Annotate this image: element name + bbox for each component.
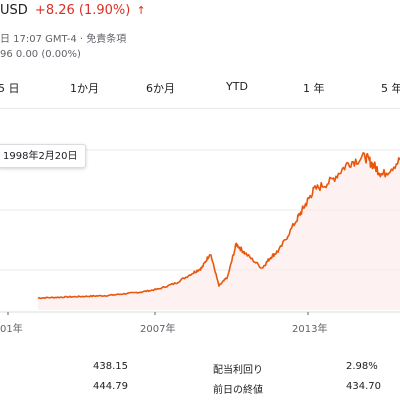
price-area-fill	[37, 152, 400, 310]
price-line	[37, 152, 400, 300]
stat-value: 438.15	[93, 361, 128, 372]
x-tick-label: 01年	[0, 324, 23, 335]
tab-6-months[interactable]: 6か月	[146, 82, 175, 95]
tab-5-years[interactable]: 5 年	[381, 82, 400, 95]
range-tabs: 5 日 1か月 6か月 YTD 1 年 5 年	[0, 80, 400, 102]
stat-previous-close-value: 434.70	[346, 381, 381, 392]
tab-1-year[interactable]: 1 年	[303, 82, 325, 95]
stats-panel: 438.15 444.79 配当利回り 前日の終値 2.98% 434.70	[0, 355, 400, 400]
stat-label-dividend-yield: 配当利回り	[213, 365, 263, 376]
tab-ytd[interactable]: YTD	[226, 80, 248, 93]
currency-label: USD	[0, 3, 28, 18]
stat-label-previous-close: 前日の終値	[213, 385, 263, 396]
up-arrow-icon: ↑	[136, 4, 146, 17]
stat-value: 444.79	[93, 381, 128, 392]
price-chart[interactable]	[0, 110, 400, 315]
stat-dividend-yield-value: 2.98%	[346, 361, 378, 372]
after-hours-price: 96 0.00 (0.00%)	[0, 49, 81, 60]
tab-5-days[interactable]: 5 日	[0, 82, 20, 95]
tab-divider	[0, 108, 400, 109]
x-tick-label: 2007年	[140, 324, 176, 335]
price-change: +8.26 (1.90%)	[34, 3, 131, 18]
tab-1-month[interactable]: 1か月	[70, 82, 99, 95]
hover-date-tooltip: 1998年2月20日	[0, 144, 86, 168]
price-header: USD +8.26 (1.90%) ↑	[0, 3, 146, 18]
timestamp-disclaimer: 日 17:07 GMT-4 · 免責条項	[0, 34, 127, 45]
x-tick-label: 2013年	[292, 324, 328, 335]
